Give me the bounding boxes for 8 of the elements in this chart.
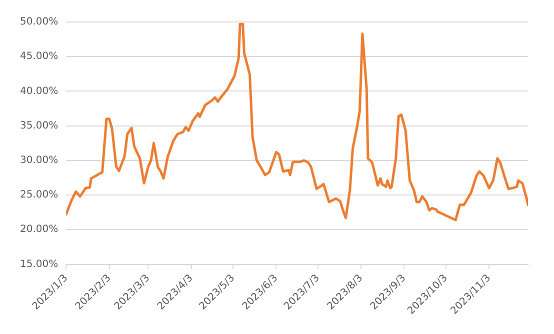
y-tick-label: 35.00% (20, 120, 58, 132)
y-tick-label: 15.00% (20, 258, 58, 270)
y-tick-label: 25.00% (20, 190, 58, 201)
y-tick-label: 45.00% (20, 51, 58, 62)
y-tick-label: 40.00% (20, 86, 58, 97)
y-tick-label: 20.00% (20, 224, 58, 236)
y-tick-label: 30.00% (20, 155, 58, 166)
y-tick-label: 50.00% (20, 16, 58, 28)
